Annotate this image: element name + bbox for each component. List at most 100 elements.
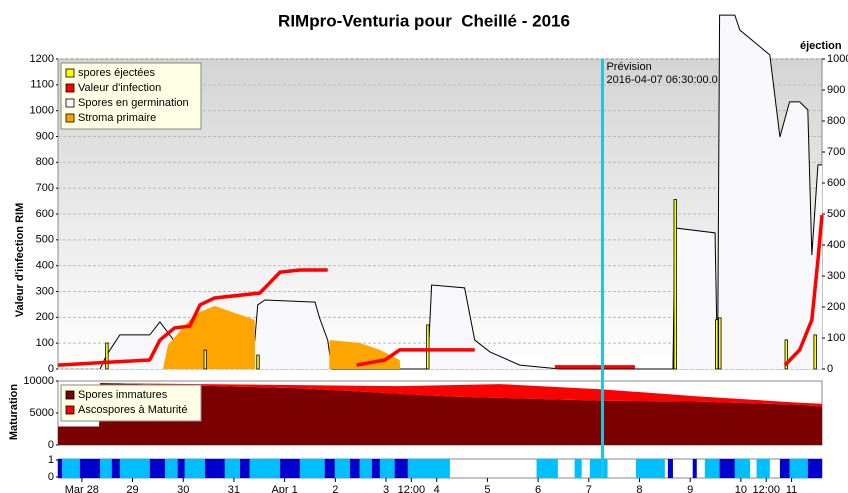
y2-tick-label: 900 [827,84,845,96]
spike [203,349,207,370]
wet-segment [350,459,360,478]
wet-segment [807,459,822,478]
x-tick-label: 5 [484,484,490,493]
legend-label: Valeur d'infection [78,82,161,94]
wet-segment [692,459,697,478]
wet-segment [177,459,185,478]
wet-segment [249,459,281,478]
spike [784,339,788,370]
wet-segment [734,459,751,478]
spike [813,334,817,370]
chart-title: RIMpro-Venturia pour Cheillé - 2016 [278,11,570,30]
y-tick-label: 400 [36,260,54,272]
y2-axis-label: éjection [800,40,842,52]
y2-tick-label: 500 [827,208,845,220]
area [58,383,822,427]
wet-segment [224,459,241,478]
y2-tick-label: 700 [827,146,845,158]
wet-segment [58,459,63,478]
legend-label: spores éjectées [78,67,156,79]
wet-segment [111,459,120,478]
wet-segment [704,459,720,478]
x-tick-label: 11 [786,484,797,493]
y-tick-label: 200 [36,311,54,323]
wet-segment [149,459,165,478]
y-tick-label: 500 [36,234,54,246]
spike [256,354,260,370]
wet-segment [240,459,250,478]
y2-tick-label: 200 [827,301,845,313]
wet-segment [184,459,206,478]
x-tick-label: 29 [126,484,138,493]
wet-segment [205,459,225,478]
x-tick-label: 2 [332,484,338,493]
wet-segment [667,459,673,478]
y-tick-label: 600 [36,208,54,220]
wet-segment [574,459,582,478]
wet-segment [334,459,351,478]
legend-label: Ascospores à Maturité [78,404,187,416]
legend-swatch [65,390,75,400]
legend-swatch [65,405,75,415]
legend-swatch [65,68,75,78]
x-tick-label: 3 [383,484,389,493]
spike [718,317,722,370]
x-tick-label: 9 [687,484,693,493]
wet-segment [100,459,112,478]
wet-segment [371,459,380,478]
line [783,214,824,367]
x-tick-label: 8 [636,484,642,493]
wet-segment [359,459,372,478]
legend-swatch [65,113,75,123]
y2-tick-label: 800 [827,115,845,127]
wet-segment [299,459,325,478]
legend-swatch [65,83,75,93]
legend-label: Spores en germination [78,97,189,109]
wet-segment [324,459,335,478]
x-tick-label: 7 [586,484,592,493]
wet-segment [756,459,770,478]
y-tick-label: 1 [48,454,54,466]
y-tick-label: 800 [36,156,54,168]
forecast-date: 2016-04-07 06:30:00.0 [606,74,717,86]
y-tick-label: 0 [48,363,54,375]
legend-label: Spores immatures [78,389,168,401]
y-tick-label: 700 [36,182,54,194]
wet-segment [719,459,735,478]
x-tick-label: 12:00 [398,484,426,493]
y2-tick-label: 600 [827,177,845,189]
y-axis-label: Valeur d'infection RIM [14,203,26,317]
y-tick-label: 100 [36,337,54,349]
wet-segment [164,459,178,478]
forecast-label: Prévision [606,61,651,73]
wet-segment [280,459,300,478]
x-tick-label: 4 [434,484,440,493]
x-tick-label: Mar 28 [65,484,99,493]
wet-segment [536,459,558,478]
y-tick-label: 0 [48,439,54,451]
wet-segment [394,459,408,478]
wet-segment [119,459,150,478]
spike [673,199,677,370]
x-tick-label: 12:00 [752,484,780,493]
spike [715,319,719,370]
x-tick-label: 30 [177,484,189,493]
spike [426,324,430,370]
wet-segment [379,459,395,478]
line [356,348,475,367]
area [162,305,401,369]
wet-segment [407,459,450,478]
y2-tick-label: 1000 [827,53,848,65]
area [58,383,822,445]
x-tick-label: 10 [735,484,747,493]
y-tick-label: 5000 [30,407,54,419]
y-tick-label: 900 [36,130,54,142]
wet-segment [62,459,80,478]
y-tick-label: 0 [48,471,54,483]
wet-segment [779,459,790,478]
wet-segment [589,459,608,478]
y-tick-label: 1200 [30,53,54,65]
area [100,15,822,369]
wet-segment [789,459,808,478]
